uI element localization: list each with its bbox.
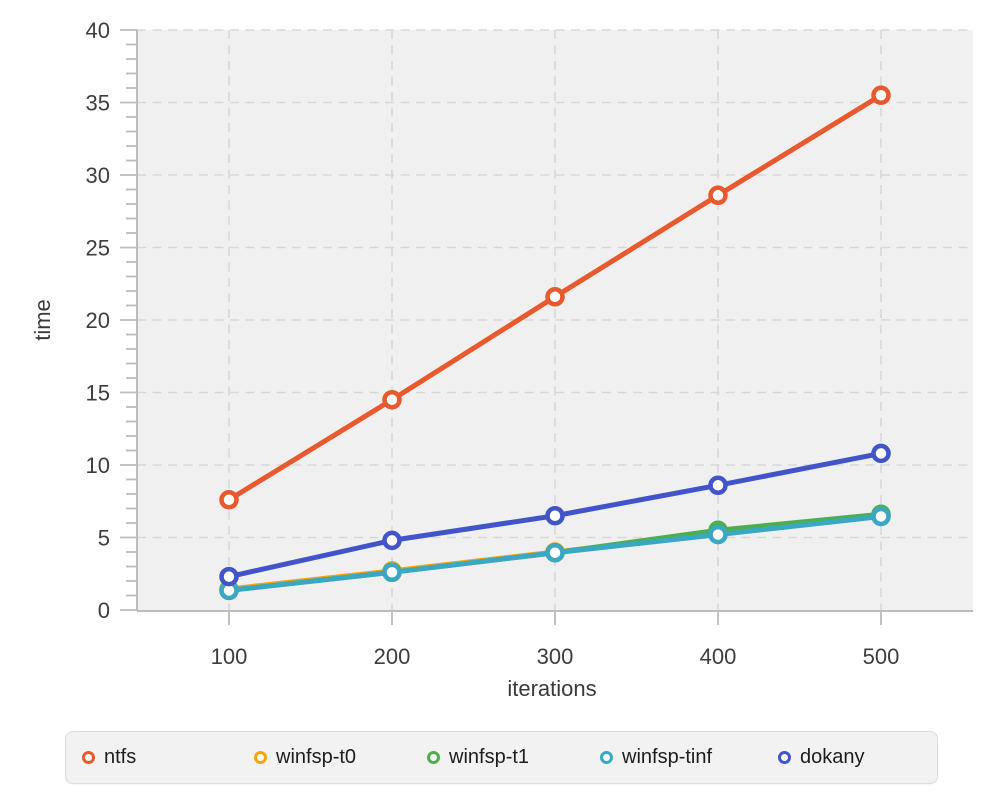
axes: 0 5 10 15 20 25 30 35 40 100 200 300 400 500 — [86, 18, 973, 669]
legend-marker-icon-winfsp-t1 — [427, 751, 440, 764]
y-tick-label-40: 40 — [86, 18, 110, 43]
series-marker-dokany-400 — [708, 475, 728, 496]
chart-legend: ntfs winfsp-t0 winfsp-t1 winfsp-tinf dokany — [65, 731, 938, 784]
legend-marker-icon-winfsp-tinf — [600, 751, 613, 764]
series-winfsp-tinf — [219, 506, 891, 601]
x-tick-label-500: 500 — [863, 644, 900, 669]
legend-item-winfsp-tinf[interactable]: winfsp-tinf — [600, 746, 778, 769]
y-axis-title: time — [30, 299, 55, 341]
x-tick-label-400: 400 — [700, 644, 737, 669]
y-tick-label-25: 25 — [86, 236, 110, 261]
x-tick-label-300: 300 — [537, 644, 574, 669]
line-chart: 0 5 10 15 20 25 30 35 40 100 200 300 400 500 time ite… — [30, 18, 973, 701]
y-tick-label-0: 0 — [98, 598, 110, 623]
series-marker-ntfs-400 — [708, 185, 728, 206]
series-marker-winfsp-tinf-400 — [708, 524, 728, 545]
series-marker-ntfs-300 — [545, 287, 565, 307]
legend-marker-icon-dokany — [778, 751, 791, 764]
series-marker-winfsp-tinf-300 — [545, 542, 565, 563]
legend-label-winfsp-t1: winfsp-t1 — [449, 746, 530, 768]
series-layer — [219, 85, 891, 601]
legend-item-ntfs[interactable]: ntfs — [82, 746, 254, 769]
x-axis-title: iterations — [507, 676, 596, 701]
series-marker-ntfs-200 — [382, 390, 402, 410]
y-tick-label-35: 35 — [86, 91, 110, 116]
y-tick-label-5: 5 — [98, 526, 110, 551]
series-ntfs — [219, 85, 891, 510]
legend-label-winfsp-t0: winfsp-t0 — [276, 746, 357, 768]
series-marker-ntfs-500 — [871, 85, 891, 105]
series-marker-winfsp-tinf-500 — [871, 506, 891, 527]
legend-item-winfsp-t1[interactable]: winfsp-t1 — [427, 746, 600, 769]
x-tick-label-100: 100 — [211, 644, 248, 669]
y-tick-label-30: 30 — [86, 163, 110, 188]
legend-item-dokany[interactable]: dokany — [778, 746, 937, 769]
y-tick-label-20: 20 — [86, 308, 110, 333]
series-marker-dokany-100 — [219, 566, 239, 587]
series-marker-dokany-500 — [871, 443, 891, 464]
series-dokany — [219, 443, 891, 587]
x-tick-label-200: 200 — [374, 644, 411, 669]
series-marker-dokany-300 — [545, 506, 565, 526]
series-marker-ntfs-100 — [219, 490, 239, 510]
legend-label-ntfs: ntfs — [104, 746, 137, 768]
y-tick-label-15: 15 — [86, 381, 110, 406]
series-marker-winfsp-tinf-200 — [382, 562, 402, 583]
legend-item-winfsp-t0[interactable]: winfsp-t0 — [254, 746, 427, 769]
series-marker-dokany-200 — [382, 530, 402, 551]
legend-marker-icon-winfsp-t0 — [254, 751, 267, 764]
legend-label-dokany: dokany — [800, 746, 865, 768]
y-tick-label-10: 10 — [86, 453, 110, 478]
legend-label-winfsp-tinf: winfsp-tinf — [622, 746, 713, 768]
legend-marker-icon-ntfs — [82, 751, 95, 764]
